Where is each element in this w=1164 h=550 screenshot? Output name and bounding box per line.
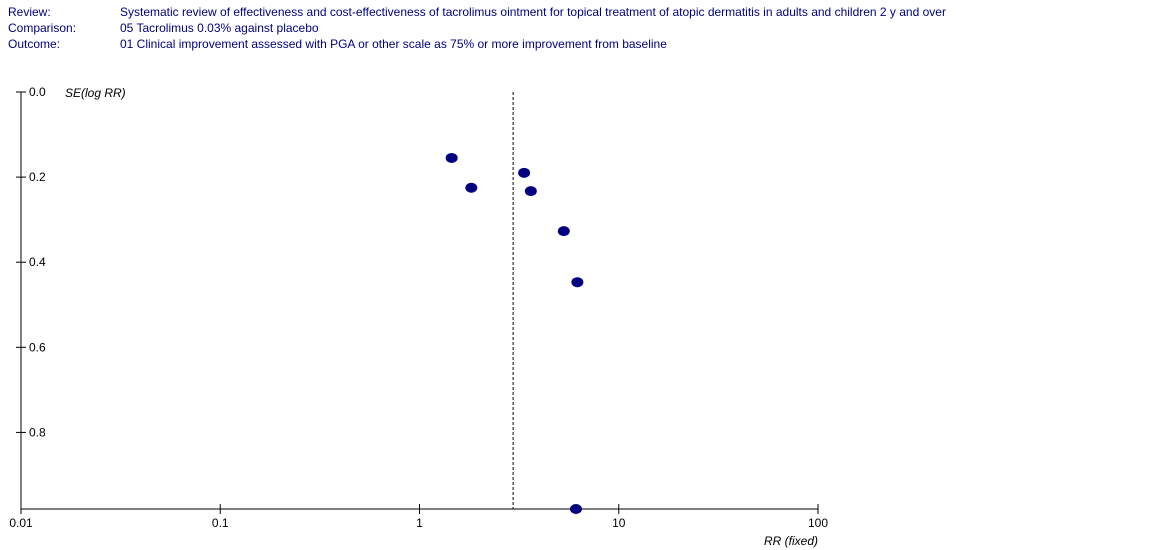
review-value: Systematic review of effectiveness and c… [120, 5, 946, 19]
data-point [445, 152, 458, 163]
data-point [524, 186, 537, 197]
comparison-label: Comparison: [8, 21, 77, 35]
review-row: Review: Systematic review of effectivene… [8, 4, 946, 20]
data-point [465, 182, 478, 193]
y-tick-label: 0.0 [29, 85, 46, 99]
y-tick-label: 0.4 [29, 255, 46, 269]
x-tick-label: 1 [416, 516, 423, 530]
review-label: Review: [8, 5, 51, 19]
y-tick-label: 0.2 [29, 170, 46, 184]
header: Review: Systematic review of effectivene… [8, 4, 946, 52]
y-axis: 0.0 0.2 0.4 0.6 0.8 [16, 85, 46, 509]
data-point [569, 504, 582, 514]
comparison-row: Comparison: 05 Tacrolimus 0.03% against … [8, 20, 946, 36]
x-tick-label: 0.1 [212, 516, 229, 530]
outcome-label: Outcome: [8, 37, 61, 51]
y-tick-label: 0.6 [29, 340, 46, 354]
data-points [445, 152, 584, 514]
outcome-row: Outcome: 01 Clinical improvement assesse… [8, 36, 946, 52]
comparison-value: 05 Tacrolimus 0.03% against placebo [120, 21, 319, 35]
outcome-value: 01 Clinical improvement assessed with PG… [120, 37, 667, 51]
data-point [557, 226, 570, 237]
data-point [518, 167, 531, 178]
data-point [571, 277, 584, 288]
y-axis-title: SE(log RR) [65, 86, 126, 100]
x-tick-label: 10 [612, 516, 626, 530]
x-axis: 0.01 0.1 1 10 100 [9, 504, 828, 530]
x-tick-label: 0.01 [9, 516, 33, 530]
x-axis-title: RR (fixed) [764, 534, 818, 548]
x-tick-label: 100 [808, 516, 828, 530]
y-tick-label: 0.8 [29, 425, 46, 439]
